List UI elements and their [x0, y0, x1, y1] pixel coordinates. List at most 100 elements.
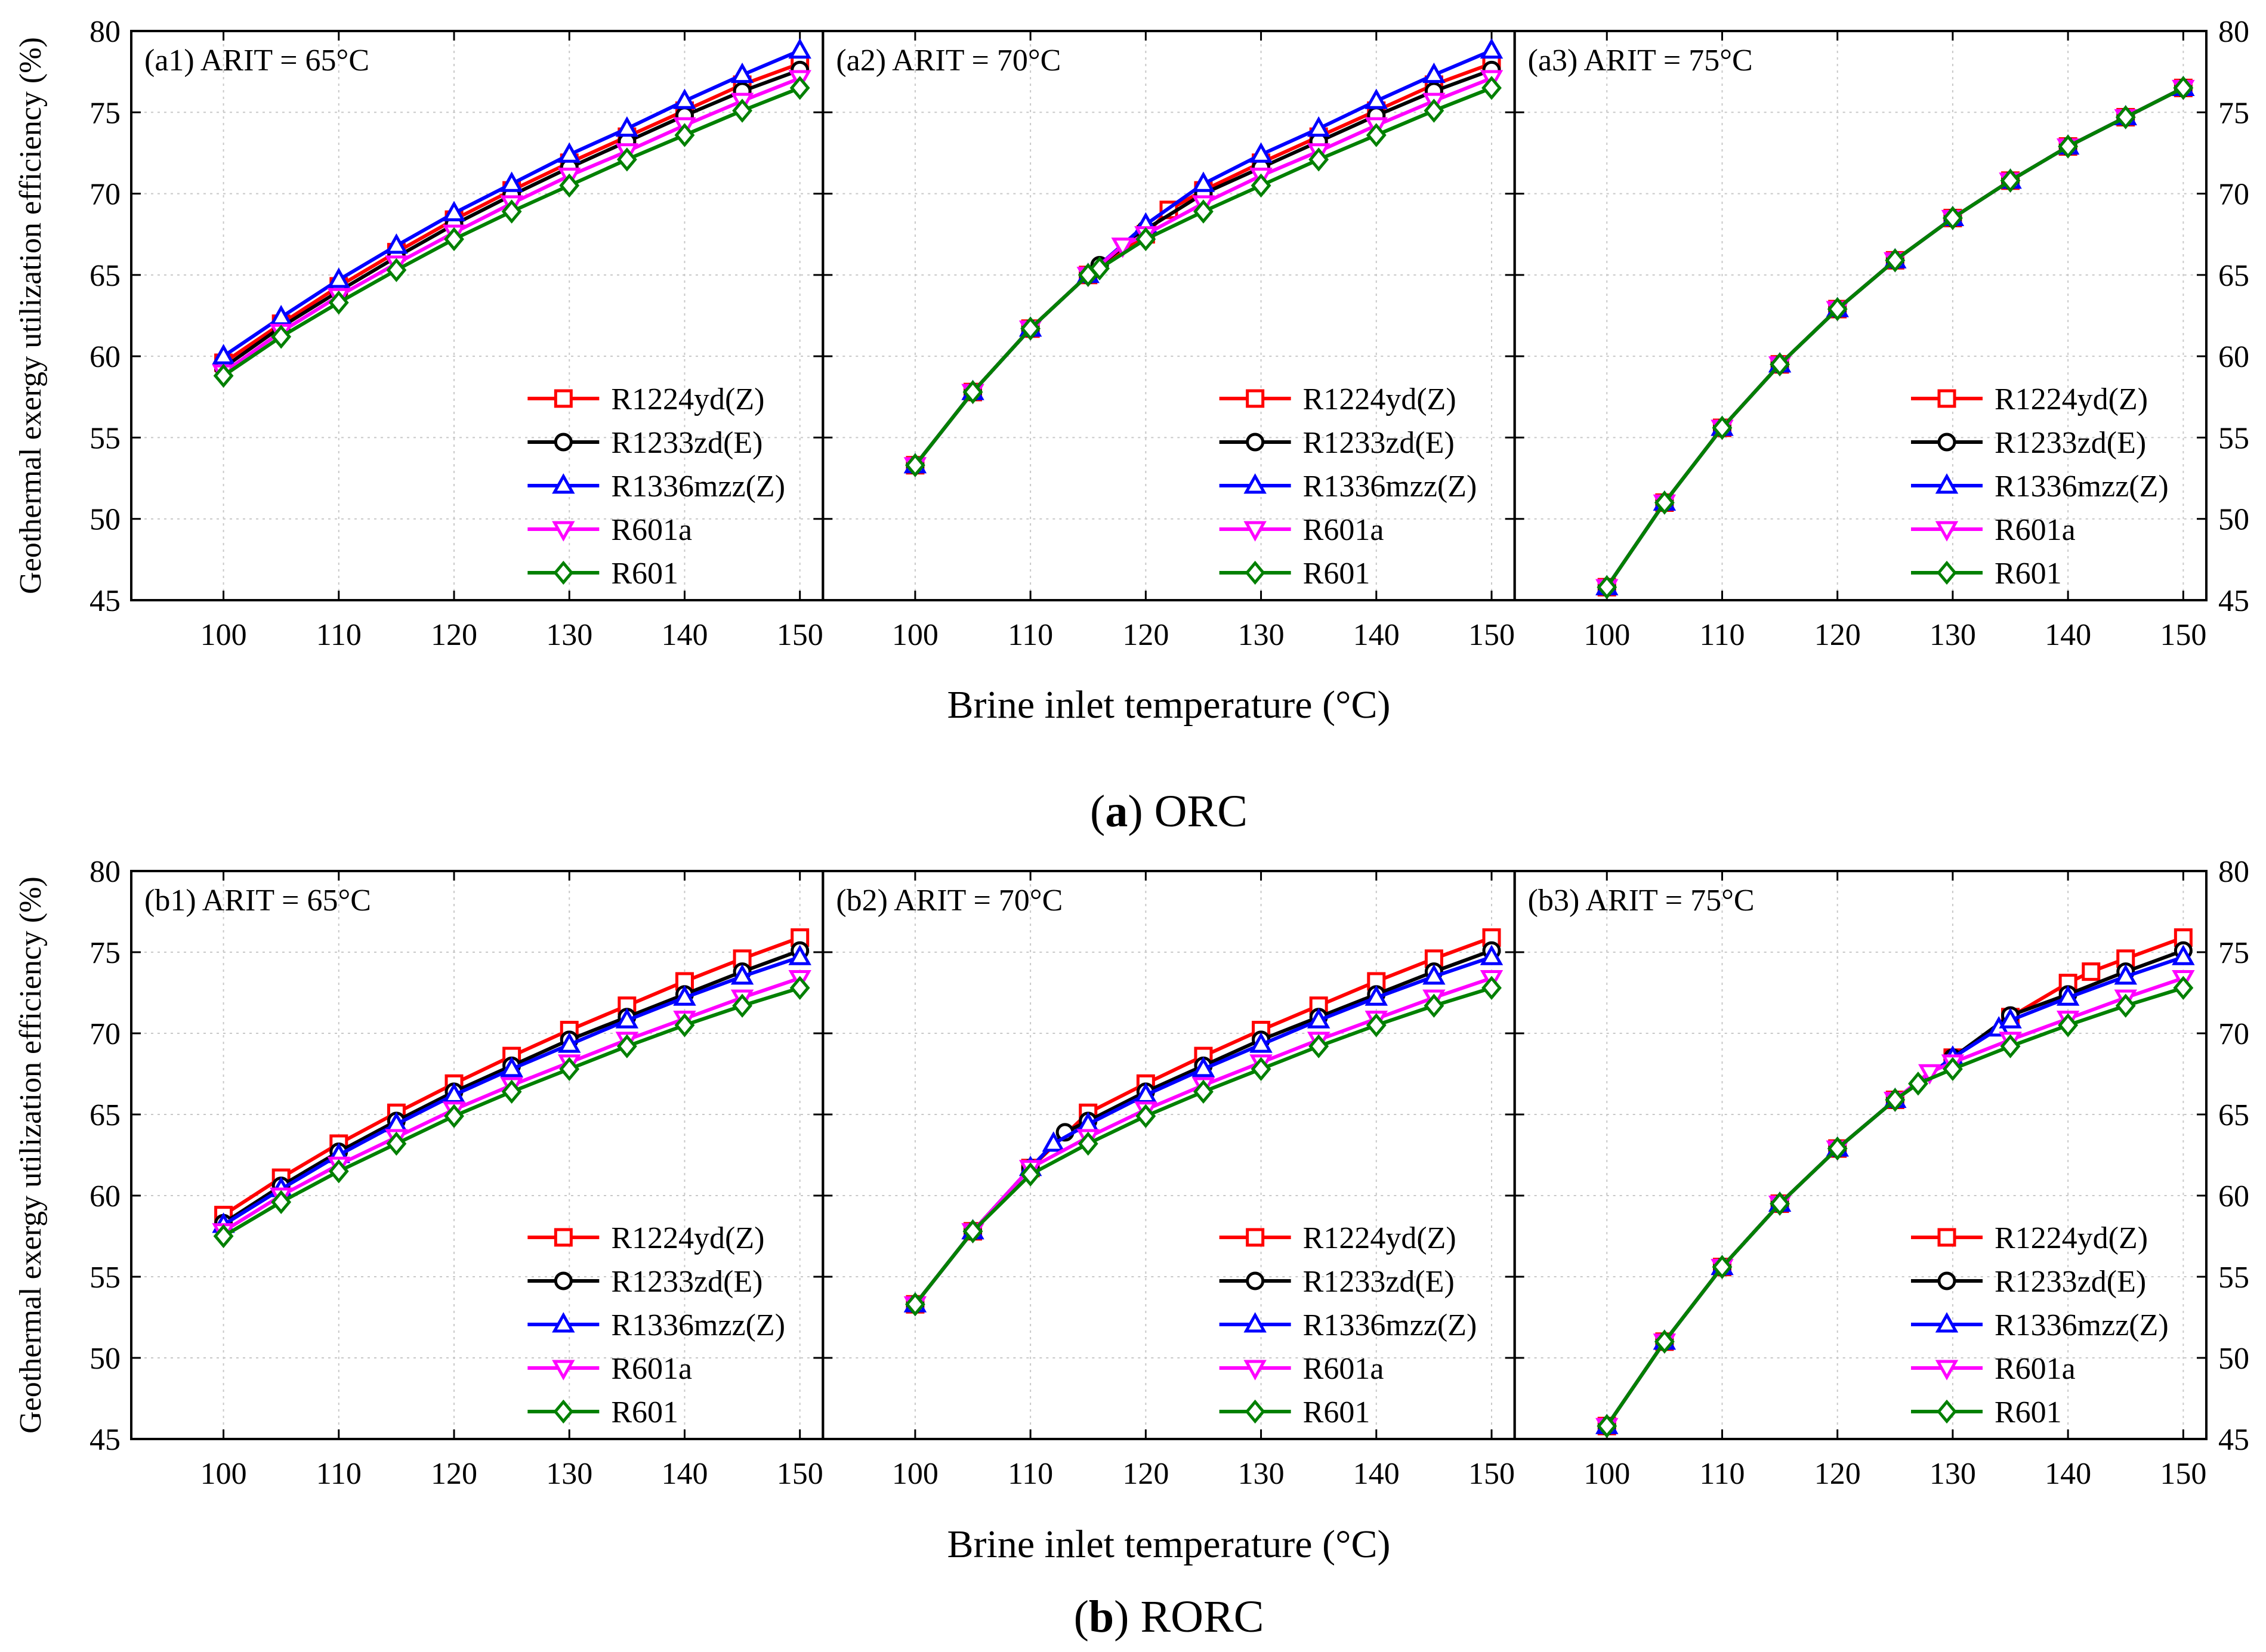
legend-swatch-marker	[1246, 1228, 1265, 1247]
x-tick-label: 110	[1008, 618, 1053, 652]
data-point-r601	[789, 975, 810, 1000]
data-point-r1336mzz-z	[730, 62, 754, 84]
legend-swatch-marker	[1937, 1271, 1956, 1290]
y-tick-label-right: 80	[2218, 855, 2249, 889]
legend: R1224yd(Z) R1233zd(E) R1336mzz(Z) R601a R601	[1219, 1221, 1477, 1429]
x-tick-label: 110	[1699, 618, 1745, 652]
x-tick-label: 150	[777, 618, 823, 652]
legend-label: R1233zd(E)	[1303, 426, 1455, 460]
x-tick-label: 130	[1238, 618, 1285, 652]
data-point-r1336mzz-z	[730, 964, 754, 985]
y-tick-label-left: 75	[89, 936, 121, 970]
panel-label: (a3) ARIT = 75°C	[1528, 44, 1753, 78]
data-point-r601	[1308, 147, 1329, 172]
data-point-r1336mzz-z	[673, 985, 696, 1006]
panel-frame	[822, 30, 1516, 601]
y-tick-label-right: 50	[2218, 503, 2249, 537]
legend-item-r1224yd-z: R1224yd(Z)	[1911, 382, 2148, 416]
series-line-r601a	[1605, 976, 2184, 1427]
x-tick-label: 120	[431, 618, 477, 652]
legend-label: R1336mzz(Z)	[611, 1308, 785, 1342]
panel-a2: 100 110 120 130 140 150 (a2) ARIT = 70°C R1224y…	[822, 30, 1516, 652]
data-point-r601	[2115, 993, 2136, 1018]
data-point-r601	[386, 1131, 407, 1156]
legend-item-r601a: R601a	[1219, 513, 1384, 547]
series-r601a	[1595, 969, 2195, 1438]
legend-swatch-marker	[1243, 1312, 1267, 1333]
legend-item-r1336mzz-z: R1336mzz(Z)	[527, 1308, 785, 1342]
series-r601	[1597, 975, 2194, 1438]
legend-swatch-marker	[553, 560, 574, 585]
legend-item-r1224yd-z: R1224yd(Z)	[1219, 382, 1456, 416]
y-tick-label-right: 70	[2218, 178, 2249, 212]
data-point-r601	[1481, 975, 1502, 1000]
series-line-r1224yd-z	[1605, 935, 2184, 1427]
series-r1233zd-e	[906, 941, 1501, 1314]
data-point-r1336mzz-z	[1480, 38, 1504, 59]
data-point-r601	[501, 1079, 522, 1104]
x-tick-label: 150	[777, 1457, 823, 1491]
data-point-r601	[1827, 1136, 1848, 1161]
data-point-r601	[1885, 1088, 1906, 1112]
legend-label: R1233zd(E)	[1995, 426, 2146, 460]
series-line-r601	[913, 986, 1492, 1306]
x-tick-label: 130	[1238, 1457, 1285, 1491]
legend-item-r1233zd-e: R1233zd(E)	[1219, 1265, 1455, 1299]
legend-label: R1224yd(Z)	[1303, 1221, 1456, 1255]
legend: R1224yd(Z) R1233zd(E) R1336mzz(Z) R601a R601	[527, 1221, 785, 1429]
legend-swatch-marker	[554, 389, 573, 408]
x-axis-label: Brine inlet temperature (°C)	[947, 1523, 1391, 1566]
x-tick-label: 140	[1353, 618, 1400, 652]
data-point-r601	[328, 1159, 349, 1184]
legend-label: R1224yd(Z)	[611, 1221, 764, 1255]
legend-item-r1224yd-z: R1224yd(Z)	[1911, 1221, 2148, 1255]
legend-swatch-marker	[1935, 473, 1959, 494]
legend-label: R601	[1303, 557, 1370, 591]
y-axis-label: Geothermal exergy utilization efficiency…	[14, 876, 48, 1434]
y-axis-label: Geothermal exergy utilization efficiency…	[14, 37, 48, 594]
y-tick-label-right: 60	[2218, 1179, 2249, 1213]
panel-b1: 100 110 120 130 140 150 (b1) ARIT = 65°C R1224y…	[130, 870, 825, 1491]
data-point-r601	[1770, 352, 1790, 376]
data-point-r601	[1424, 993, 1444, 1018]
legend-swatch-marker	[1937, 560, 1957, 585]
data-point-r601	[444, 227, 464, 252]
x-tick-label: 140	[661, 618, 708, 652]
series-line-r1336mzz-z	[1605, 86, 2184, 588]
data-point-r601	[904, 453, 925, 477]
y-tick-label-left: 60	[89, 340, 121, 374]
y-tick-label-right: 80	[2218, 15, 2249, 49]
y-tick-label-right: 50	[2218, 1342, 2249, 1376]
panel-label: (a1) ARIT = 65°C	[144, 44, 369, 78]
data-point-r601	[2173, 975, 2194, 1000]
series-r601	[904, 975, 1502, 1317]
legend-swatch-marker	[552, 1360, 575, 1381]
x-tick-label: 110	[316, 1457, 362, 1491]
data-point-r601	[1827, 297, 1848, 322]
legend-item-r1233zd-e: R1233zd(E)	[527, 426, 763, 460]
y-tick-label-left: 45	[89, 1423, 121, 1457]
legend-item-r1233zd-e: R1233zd(E)	[1911, 426, 2146, 460]
data-point-r1336mzz-z	[442, 200, 466, 221]
data-point-r601	[1193, 1079, 1214, 1104]
x-tick-label: 110	[1699, 1457, 1745, 1491]
data-point-r1336mzz-z	[673, 88, 696, 109]
x-tick-label: 120	[1814, 618, 1861, 652]
y-tick-label-left: 60	[89, 1179, 121, 1213]
caption: (b) RORC	[1074, 1592, 1264, 1642]
legend-swatch-marker	[1937, 1399, 1957, 1424]
legend-swatch-marker	[1935, 1360, 1959, 1381]
x-tick-label: 120	[1122, 1457, 1169, 1491]
x-tick-label: 100	[1583, 1457, 1630, 1491]
legend-item-r601a: R601a	[1911, 1352, 2076, 1386]
legend-item-r1336mzz-z: R1336mzz(Z)	[1219, 1308, 1477, 1342]
x-tick-label: 100	[200, 1457, 247, 1491]
x-axis-label: Brine inlet temperature (°C)	[947, 683, 1391, 727]
panel-label: (b2) ARIT = 70°C	[836, 884, 1063, 918]
legend-swatch-marker	[1245, 1399, 1265, 1424]
legend-swatch-marker	[552, 1312, 575, 1333]
data-point-r601	[2173, 76, 2194, 100]
data-point-r1336mzz-z	[500, 171, 523, 192]
legend-item-r601a: R601a	[527, 1352, 692, 1386]
